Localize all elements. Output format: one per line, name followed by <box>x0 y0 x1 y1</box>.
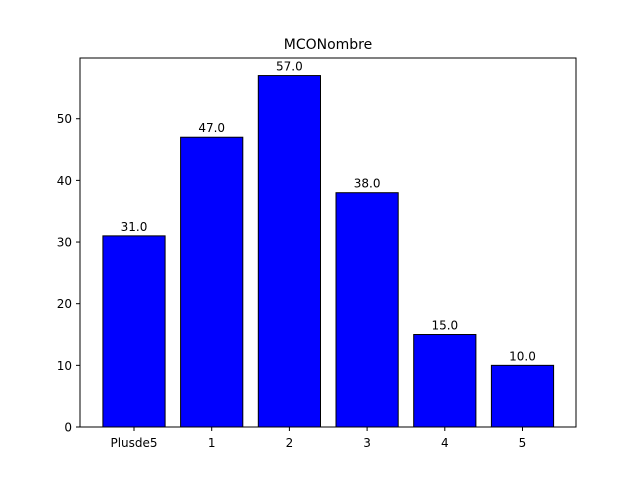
chart-title: MCONombre <box>284 37 373 53</box>
x-tick-label: 3 <box>363 436 371 450</box>
x-tick-label: 4 <box>441 436 449 450</box>
bar-value-label: 31.0 <box>121 220 148 234</box>
bar-1 <box>180 136 244 428</box>
bar-3 <box>335 192 399 428</box>
y-tick-label: 40 <box>57 174 72 188</box>
bar-value-label: 47.0 <box>198 121 225 135</box>
x-tick-label: 2 <box>286 436 294 450</box>
bar-4 <box>413 334 477 428</box>
bar-value-label: 15.0 <box>431 319 458 333</box>
plot-frame <box>79 57 577 428</box>
x-tick-label: Plusde5 <box>110 436 157 450</box>
bar-5 <box>490 364 555 428</box>
bar-value-label: 10.0 <box>509 349 536 363</box>
x-axis: Plusde5 1 2 3 4 5 <box>110 427 526 450</box>
y-tick-label: 50 <box>57 112 72 126</box>
bar-plusde5 <box>102 235 166 428</box>
bar-value-label: 57.0 <box>276 60 303 74</box>
y-tick-label: 10 <box>57 359 72 373</box>
value-labels-layer: 31.0 47.0 57.0 38.0 15.0 10.0 <box>121 60 536 364</box>
x-tick-label: 1 <box>208 436 216 450</box>
bar-2 <box>257 75 321 428</box>
bars-layer <box>102 75 555 428</box>
y-axis: 0 10 20 30 40 50 <box>57 112 80 435</box>
bar-value-label: 38.0 <box>354 177 381 191</box>
y-tick-label: 0 <box>64 421 72 435</box>
y-tick-label: 30 <box>57 236 72 250</box>
x-tick-label: 5 <box>519 436 527 450</box>
y-tick-label: 20 <box>57 297 72 311</box>
